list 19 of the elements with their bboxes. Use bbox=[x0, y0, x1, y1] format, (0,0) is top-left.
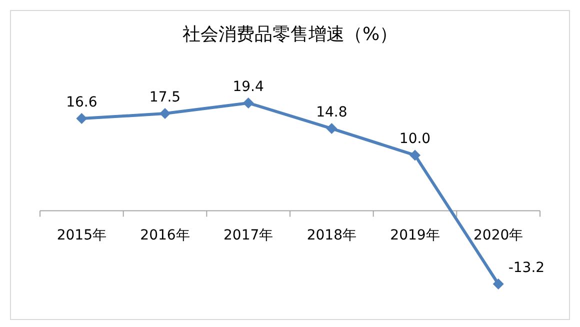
x-tick-label: 2016年 bbox=[140, 228, 190, 244]
point bbox=[410, 150, 420, 161]
chart-title: 社会消费品零售增速（%） bbox=[182, 24, 398, 45]
x-tick-label: 2017年 bbox=[224, 228, 274, 244]
data-label: 16.6 bbox=[66, 94, 98, 111]
data-label: 14.8 bbox=[316, 104, 348, 121]
point bbox=[160, 108, 170, 120]
point bbox=[242, 98, 254, 108]
x-tick-label: 2018年 bbox=[306, 228, 356, 244]
data-label: -13.2 bbox=[508, 260, 545, 276]
point bbox=[326, 123, 338, 134]
x-tick-label: 2015年 bbox=[56, 228, 106, 244]
x-tick-label: 2020年 bbox=[474, 228, 524, 244]
point bbox=[76, 113, 88, 124]
data-label: 17.5 bbox=[149, 90, 181, 106]
data-label: 10.0 bbox=[399, 131, 431, 148]
data-label: 19.4 bbox=[232, 79, 264, 95]
point bbox=[492, 278, 504, 290]
x-tick-label: 2019年 bbox=[390, 228, 440, 244]
